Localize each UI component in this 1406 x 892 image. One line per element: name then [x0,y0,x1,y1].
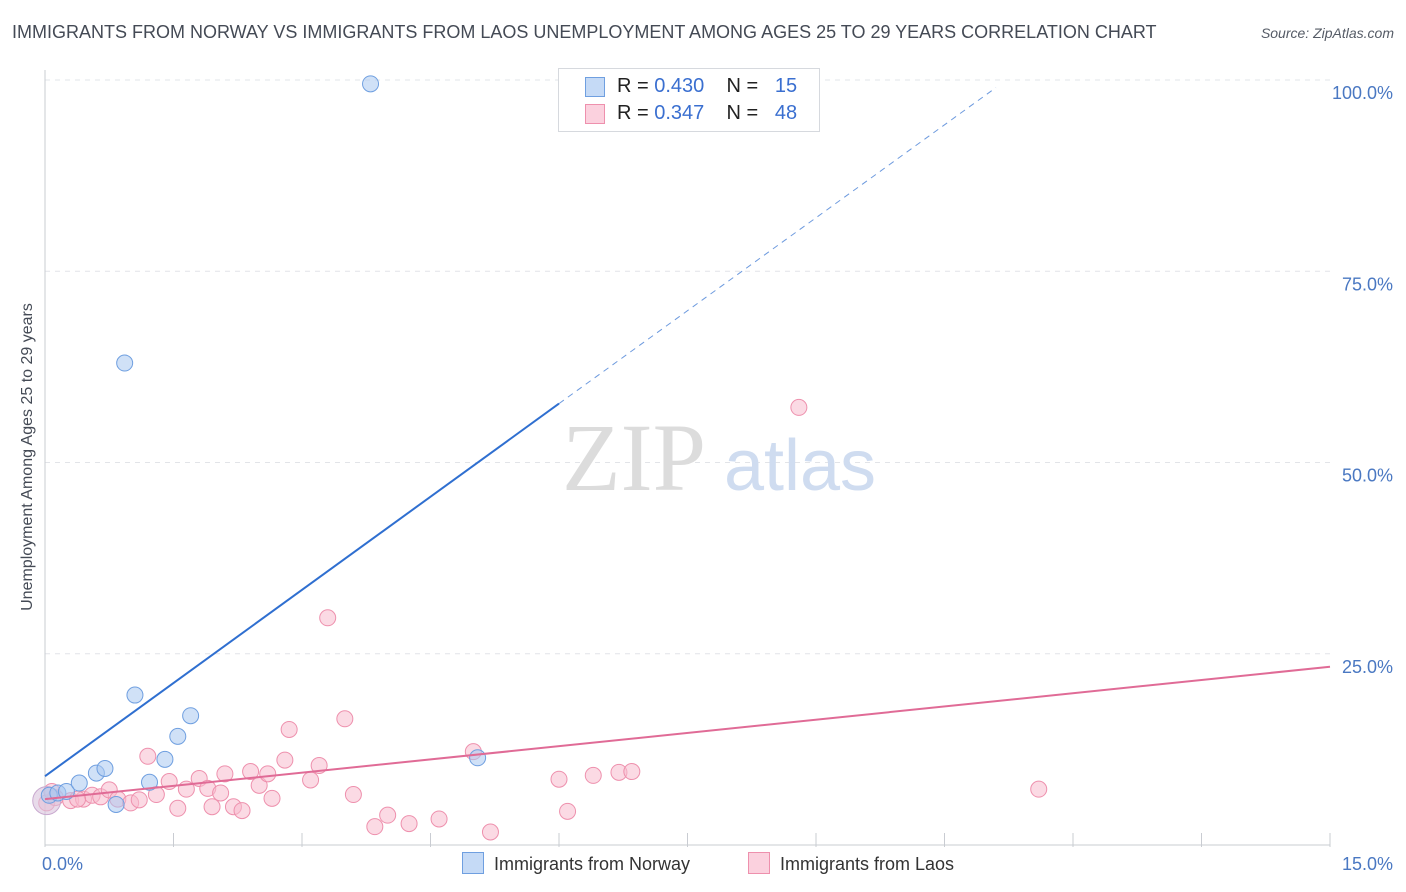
laos-point [302,771,320,789]
laos-point [379,806,397,824]
watermark: ZIP atlas [562,404,876,511]
legend-swatch-norway [585,77,605,97]
correlation-legend: R = 0.430 N = 15 R = 0.347 N = 48 [558,68,820,132]
series-legend-laos: Immigrants from Laos [748,852,954,875]
laos-point [233,802,251,820]
y-tick-label: 75.0% [1342,274,1393,294]
laos-point [559,802,577,820]
legend-norway-n-value: 15 [774,75,798,97]
norway-point [70,774,88,792]
x-tick-label: 0.0% [42,854,83,874]
watermark-atlas: atlas [724,426,876,506]
y-tick-label: 50.0% [1342,466,1393,486]
laos-point [169,799,187,817]
legend-laos-r-value: 0.347 [654,102,705,124]
series-legend-norway-label: Immigrants from Norway [494,854,691,874]
laos-point [400,815,418,833]
tick-layer: 25.0% 50.0% 75.0% 100.0% 0.0% 15.0% [42,83,1393,874]
norway-point [116,354,134,372]
y-tick-label: 100.0% [1332,83,1393,103]
laos-point [584,766,602,784]
laos-point [212,784,230,802]
watermark-zip: ZIP [562,404,706,511]
laos-point [550,770,568,788]
chart-title: IMMIGRANTS FROM NORWAY VS IMMIGRANTS FRO… [12,22,1157,42]
norway-point [57,782,75,800]
laos-point [216,765,234,783]
norway-trendline [44,402,560,777]
norway-point [156,750,174,768]
legend-laos-r-label: R = [617,102,649,124]
series-legend-norway: Immigrants from Norway [462,852,690,875]
legend-norway-n-label: N = [726,75,759,97]
laos-point [259,765,277,783]
x-tick-label: 15.0% [1342,854,1393,874]
norway-point [126,686,144,704]
grid-layer [44,70,1331,847]
y-tick-label: 25.0% [1342,657,1393,677]
laos-point [319,609,337,627]
norway-point [469,749,487,767]
laos-point [280,720,298,738]
laos-points [32,398,1048,841]
laos-point [130,791,148,809]
laos-point [344,786,362,804]
laos-point [1030,780,1048,798]
series-swatch-norway [462,852,484,874]
laos-point [366,818,384,836]
legend-norway-r-value: 0.430 [654,75,705,97]
laos-point [276,751,294,769]
laos-trendline [44,665,1331,801]
norway-point [182,707,200,725]
norway-point [107,795,125,813]
legend-swatch-laos [585,104,605,124]
trend-layer [44,87,1331,801]
laos-point [242,763,260,781]
source-label: Source: ZipAtlas.com [1260,25,1394,41]
laos-point [336,710,354,728]
laos-point [790,398,808,416]
norway-point [141,773,159,791]
legend-laos-n-label: N = [726,102,759,124]
norway-point [96,760,114,777]
laos-point [139,747,157,765]
norway-point [362,75,380,93]
laos-point [481,823,499,841]
laos-point [263,789,281,807]
laos-point [203,798,221,816]
legend-norway-r-label: R = [617,75,649,97]
norway-point [169,727,187,745]
laos-point [623,763,641,781]
series-legend-laos-label: Immigrants from Laos [780,854,955,874]
norway-trendline-extension [558,87,997,405]
norway-points [40,75,487,813]
laos-point [430,810,448,828]
legend-laos-n-value: 48 [774,102,798,124]
series-swatch-laos [748,852,770,874]
laos-point [310,756,328,774]
